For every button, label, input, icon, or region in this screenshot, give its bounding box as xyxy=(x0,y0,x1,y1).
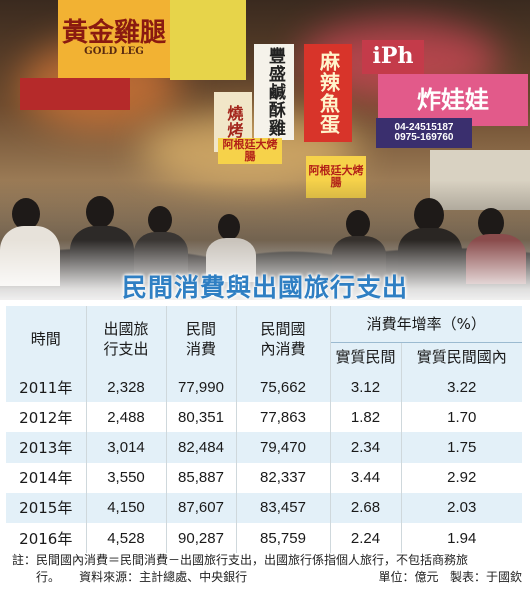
sign-text: 炸娃娃 xyxy=(417,85,489,115)
cell-private: 90,287 xyxy=(166,522,237,554)
cell-real-domestic: 1.75 xyxy=(401,432,522,463)
maker-label: 製表：于國欽 xyxy=(449,570,522,584)
cell-year: 2014年 xyxy=(6,462,87,493)
footnote: 註：民間國內消費＝民間消費－出國旅行支出，出國旅行係指個人旅行，不包括商務旅 行… xyxy=(12,552,522,586)
table-row: 2012年 2,488 80,351 77,863 1.82 1.70 xyxy=(6,402,522,433)
argentina-sausage-sign: 阿根廷大烤腸 xyxy=(218,138,282,164)
sign-text: 豐盛鹹酥雞 xyxy=(264,47,285,137)
col-header-growth: 消費年增率（%） xyxy=(330,306,522,343)
sign-text: 黃金雞腿 xyxy=(61,18,166,49)
table-row: 2011年 2,328 77,990 75,662 3.12 3.22 xyxy=(6,372,522,403)
table-row: 2016年 4,528 90,287 85,759 2.24 1.94 xyxy=(6,522,522,554)
cell-domestic: 82,337 xyxy=(236,462,331,493)
cell-real-private: 2.34 xyxy=(330,432,402,463)
cell-domestic: 77,863 xyxy=(236,402,331,433)
table-row: 2014年 3,550 85,887 82,337 3.44 2.92 xyxy=(6,462,522,493)
cell-outbound: 2,328 xyxy=(86,372,167,403)
phone-number-1: 04-24515187 xyxy=(394,121,454,133)
table-row: 2015年 4,150 87,607 83,457 2.68 2.03 xyxy=(6,492,522,523)
col-header-real-domestic: 實質民間國內 xyxy=(401,342,522,372)
cell-year: 2011年 xyxy=(6,372,87,403)
cell-domestic: 79,470 xyxy=(236,432,331,463)
iphone-sign: iPh xyxy=(362,40,424,74)
col-header-real-private: 實質民間 xyxy=(330,342,402,372)
cell-domestic: 85,759 xyxy=(236,522,331,554)
cell-year: 2013年 xyxy=(6,432,87,463)
cell-real-private: 2.68 xyxy=(330,492,402,523)
person xyxy=(148,206,172,234)
footnote-line2-start: 行。 xyxy=(36,570,61,584)
person xyxy=(12,198,40,230)
sign-text: iPh xyxy=(372,43,414,70)
person xyxy=(414,198,444,232)
gold-chicken-leg-sign: 黃金雞腿 GOLD LEG xyxy=(58,0,170,78)
cell-private: 80,351 xyxy=(166,402,237,433)
col-header-private: 民間 消費 xyxy=(166,306,237,372)
cell-outbound: 4,528 xyxy=(86,522,167,554)
red-banner xyxy=(20,78,130,110)
phone-number-panel: 04-24515187 0975-169760 xyxy=(376,118,472,148)
cell-real-domestic: 2.03 xyxy=(401,492,522,523)
person xyxy=(218,214,240,240)
sign-text: 麻辣魚蛋 xyxy=(316,51,341,135)
cell-real-private: 3.44 xyxy=(330,462,402,493)
person xyxy=(478,208,504,238)
cell-outbound: 3,014 xyxy=(86,432,167,463)
yellow-banner xyxy=(170,0,246,80)
col-header-time: 時間 xyxy=(6,306,87,372)
cell-real-private: 2.24 xyxy=(330,522,402,554)
cell-real-domestic: 2.92 xyxy=(401,462,522,493)
fried-doll-sign: 炸娃娃 xyxy=(378,74,528,126)
fried-chicken-sign: 豐盛鹹酥雞 xyxy=(254,44,294,140)
person xyxy=(346,210,370,238)
cell-year: 2015年 xyxy=(6,492,87,523)
cell-domestic: 83,457 xyxy=(236,492,331,523)
cell-outbound: 2,488 xyxy=(86,402,167,433)
sign-text: 阿根廷大烤腸 xyxy=(222,138,278,163)
unit-label: 單位：億元 xyxy=(378,570,439,584)
spicy-fishball-sign: 麻辣魚蛋 xyxy=(304,44,352,142)
cell-private: 85,887 xyxy=(166,462,237,493)
cell-outbound: 4,150 xyxy=(86,492,167,523)
photo-fade xyxy=(0,240,530,310)
cell-private: 82,484 xyxy=(166,432,237,463)
header-row-sub: 實質民間 實質民間國內 xyxy=(6,342,522,372)
sign-subtext: GOLD LEG xyxy=(84,46,144,58)
footnote-line1: 註：民間國內消費＝民間消費－出國旅行支出，出國旅行係指個人旅行，不包括商務旅 xyxy=(12,553,469,567)
cell-year: 2016年 xyxy=(6,522,87,554)
cell-real-domestic: 1.70 xyxy=(401,402,522,433)
person xyxy=(86,196,114,228)
cell-year: 2012年 xyxy=(6,402,87,433)
table-row: 2013年 3,014 82,484 79,470 2.34 1.75 xyxy=(6,432,522,463)
data-table: 時間 出國旅 行支出 民間 消費 民間國 內消費 消費年增率（%） 實質民間 實質民間… xyxy=(6,306,522,554)
page-title: 民間消費與出國旅行支出 xyxy=(121,273,408,302)
phone-number-2: 0975-169760 xyxy=(394,132,454,143)
footnote-line2: 行。 資料來源：主計總處、中央銀行 單位：億元 製表：于國欽 xyxy=(12,569,522,586)
night-market-photo: 黃金雞腿 GOLD LEG 豐盛鹹酥雞 麻辣魚蛋 iPh 炸娃娃 04-2451… xyxy=(0,0,530,300)
cell-outbound: 3,550 xyxy=(86,462,167,493)
col-header-outbound: 出國旅 行支出 xyxy=(86,306,167,372)
cell-real-domestic: 3.22 xyxy=(401,372,522,403)
cell-real-private: 1.82 xyxy=(330,402,402,433)
col-header-domestic: 民間國 內消費 xyxy=(236,306,331,372)
header-row: 時間 出國旅 行支出 民間 消費 民間國 內消費 消費年增率（%） xyxy=(6,306,522,372)
cell-real-private: 3.12 xyxy=(330,372,402,403)
cell-domestic: 75,662 xyxy=(236,372,331,403)
data-source: 資料來源：主計總處、中央銀行 xyxy=(79,570,248,584)
cell-private: 77,990 xyxy=(166,372,237,403)
table-body: 2011年 2,328 77,990 75,662 3.12 3.22 2012年 2,488… xyxy=(6,372,522,554)
cell-private: 87,607 xyxy=(166,492,237,523)
cell-real-domestic: 1.94 xyxy=(401,522,522,554)
sign-text: 燒烤 xyxy=(224,105,244,139)
